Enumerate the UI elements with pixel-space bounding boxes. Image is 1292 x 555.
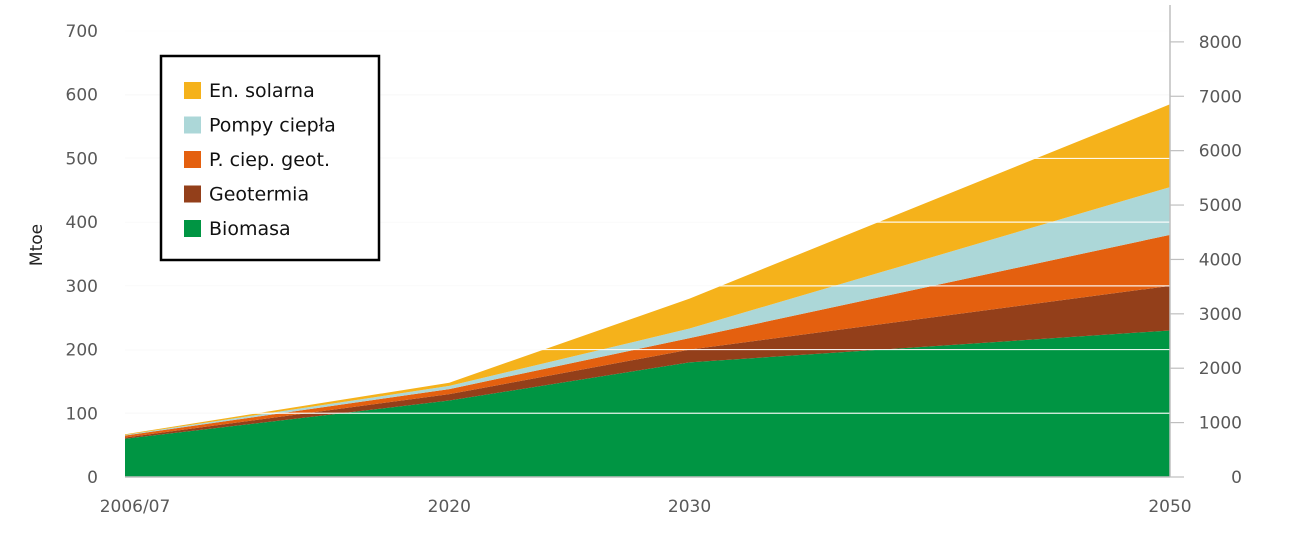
legend-label-solar: En. solarna (209, 80, 315, 102)
axes (125, 5, 1171, 478)
y2-tick-label: 4000 (1199, 250, 1242, 270)
y-tick-label: 500 (66, 149, 98, 169)
y2-tick-label: 0 (1231, 468, 1242, 488)
legend-swatch-solar (184, 82, 201, 99)
y2-tick-label: 3000 (1199, 305, 1242, 325)
y2-tick-label: 5000 (1199, 196, 1242, 216)
x-tick-label: 2030 (668, 497, 711, 517)
legend-swatch-geothermal (184, 185, 201, 203)
legend-label-geothermal_heat: P. ciep. geot. (209, 149, 330, 171)
x-tick-label: 2050 (1148, 497, 1191, 517)
y-tick-label: 300 (66, 277, 98, 297)
y-tick-label: 100 (66, 404, 98, 424)
x-tick-label: 2006/07 (100, 497, 171, 517)
y2-tick-label: 2000 (1199, 359, 1242, 379)
legend-label-biomass: Biomasa (209, 218, 291, 240)
legend: En. solarna Pompy ciepła P. ciep. geot. Geo… (159, 54, 381, 262)
y-axis-label: Mtoe (27, 224, 47, 266)
legend-label-geothermal: Geotermia (209, 184, 309, 206)
legend-label-heatpumps: Pompy ciepła (209, 115, 336, 137)
y-axis-ticks: 0 100 200 300 400 500 600 700 (66, 22, 98, 488)
area-geothermal (125, 285, 1170, 439)
y2-tick-label: 6000 (1199, 142, 1242, 162)
x-axis-ticks: 2006/07 2020 2030 2050 (100, 497, 1192, 517)
y-tick-label: 600 (66, 86, 98, 106)
area-biomass (125, 330, 1170, 477)
legend-swatch-geothermal_heat (184, 151, 201, 168)
y-tick-label: 700 (66, 22, 98, 42)
area-series (125, 104, 1170, 477)
y-tick-label: 0 (87, 468, 98, 488)
y-tick-label: 200 (66, 341, 98, 361)
y2-tick-label: 7000 (1199, 87, 1242, 107)
legend-swatch-biomass (184, 220, 201, 237)
legend-swatch-heatpumps (184, 116, 201, 134)
y-tick-label: 400 (66, 213, 98, 233)
y2-tick-label: 8000 (1199, 33, 1242, 53)
x-tick-label: 2020 (428, 497, 471, 517)
y2-tick-label: 1000 (1199, 414, 1242, 434)
y2-axis-ticks: 0 1000 2000 3000 4000 5000 6000 7000 8000 (1170, 33, 1242, 488)
